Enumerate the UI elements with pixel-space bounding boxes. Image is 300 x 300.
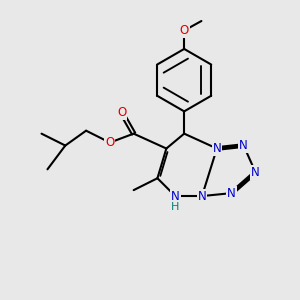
Text: O: O [180, 24, 189, 37]
Text: N: N [239, 139, 248, 152]
Text: N: N [212, 142, 221, 155]
Text: H: H [171, 202, 179, 212]
Text: N: N [251, 166, 260, 179]
Text: O: O [105, 136, 115, 149]
Text: O: O [117, 106, 126, 119]
Text: N: N [171, 190, 180, 202]
Text: N: N [227, 187, 236, 200]
Text: N: N [198, 190, 206, 202]
